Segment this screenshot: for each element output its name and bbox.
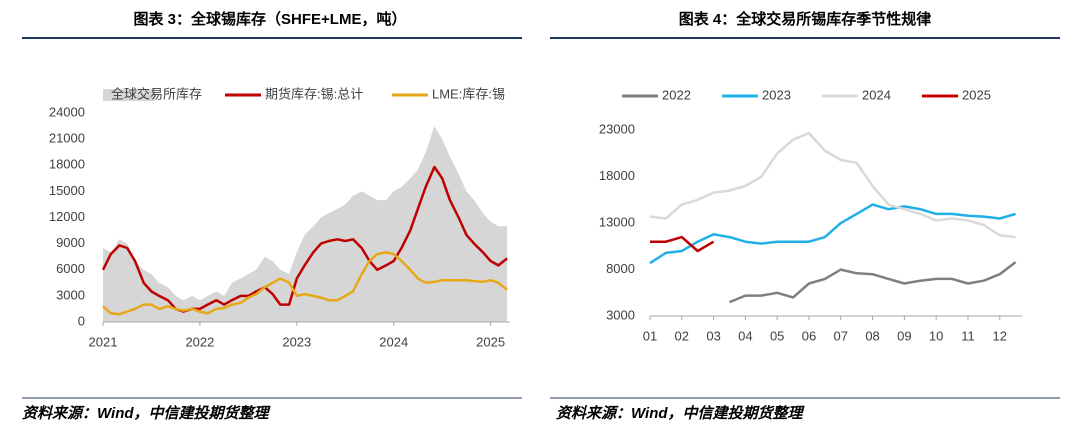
x-tick-label: 12 [993,328,1007,343]
line [101,165,508,313]
legend-label: 全球交易所库存 [111,86,202,101]
y-tick-label: 9000 [56,235,85,250]
line [650,235,715,253]
x-tick-label: 10 [929,328,943,343]
x-tick-label: 2024 [379,334,408,349]
x-tick-label: 09 [897,328,911,343]
x-tick-label: 02 [675,328,689,343]
y-tick-label: 23000 [599,122,635,137]
chart-title: 图表 4：全球交易所锡库存季节性规律 [679,10,932,28]
line [649,131,1016,239]
x-tick-label: 08 [865,328,879,343]
x-tick-label: 06 [802,328,816,343]
legend-label: 2025 [962,87,991,102]
y-tick-label: 24000 [49,104,85,119]
y-tick-label: 13000 [599,215,635,230]
y-tick-label: 6000 [56,261,85,276]
x-tick-label: 05 [770,328,784,343]
legend-swatch [103,89,155,101]
legend-label: 2022 [662,87,691,102]
x-tick-label: 01 [643,328,657,343]
area [103,126,508,322]
x-tick-label: 07 [834,328,848,343]
x-tick-label: 2025 [476,334,505,349]
y-tick-label: 3000 [56,287,85,302]
x-tick-label: 04 [738,328,752,343]
x-tick-label: 11 [961,328,975,343]
y-tick-label: 12000 [49,209,85,224]
legend-label: 2024 [862,87,891,102]
y-tick-label: 21000 [49,131,85,146]
y-tick-label: 18000 [599,168,635,183]
y-tick-label: 8000 [606,261,635,276]
legend-label: LME:库存:锡 [432,86,505,101]
line [102,251,508,316]
line [649,203,1016,265]
legend-label: 期货库存:锡:总计 [265,86,363,101]
y-tick-label: 18000 [49,157,85,172]
x-tick-label: 2022 [185,334,214,349]
x-tick-label: 03 [706,328,720,343]
legend-label: 2023 [762,87,791,102]
line [729,261,1017,304]
y-tick-label: 0 [78,313,85,328]
chart-title: 图表 3：全球锡库存（SHFE+LME，吨） [134,10,407,28]
x-tick-label: 2023 [282,334,311,349]
y-tick-label: 3000 [606,307,635,322]
x-tick-label: 2021 [89,334,118,349]
source-note: 资料来源：Wind，中信建投期货整理 [556,404,806,422]
y-tick-label: 15000 [49,183,85,198]
source-note: 资料来源：Wind，中信建投期货整理 [22,404,272,422]
